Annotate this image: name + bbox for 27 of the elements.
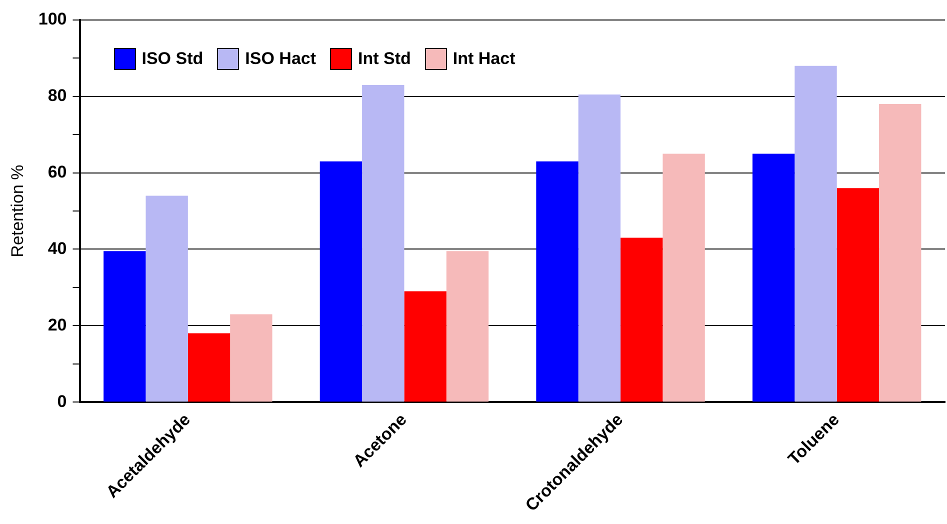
- bar: [320, 161, 362, 402]
- y-tick-label: 60: [48, 162, 67, 182]
- legend-label: ISO Std: [142, 49, 204, 69]
- y-tick-label: 20: [48, 315, 67, 334]
- bar: [188, 333, 230, 402]
- bar: [446, 251, 489, 402]
- y-tick-label: 40: [48, 238, 67, 258]
- bar: [104, 251, 146, 402]
- bar: [879, 104, 922, 402]
- legend-label: Int Std: [358, 49, 411, 69]
- legend-label: ISO Hact: [245, 49, 316, 69]
- bar: [230, 314, 272, 402]
- bar: [362, 84, 404, 402]
- bar: [752, 154, 795, 402]
- bar: [794, 66, 837, 402]
- bar: [620, 238, 663, 402]
- bar: [836, 188, 880, 402]
- legend-label: Int Hact: [452, 49, 516, 69]
- bar: [404, 291, 446, 402]
- y-tick-label: 80: [48, 86, 67, 106]
- bar: [578, 94, 621, 402]
- bar: [536, 161, 578, 402]
- y-tick-label: 0: [57, 392, 67, 411]
- bar: [662, 154, 705, 402]
- bar: [146, 196, 188, 402]
- y-axis-title: Retention %: [8, 164, 27, 258]
- y-tick-label: 100: [38, 10, 67, 29]
